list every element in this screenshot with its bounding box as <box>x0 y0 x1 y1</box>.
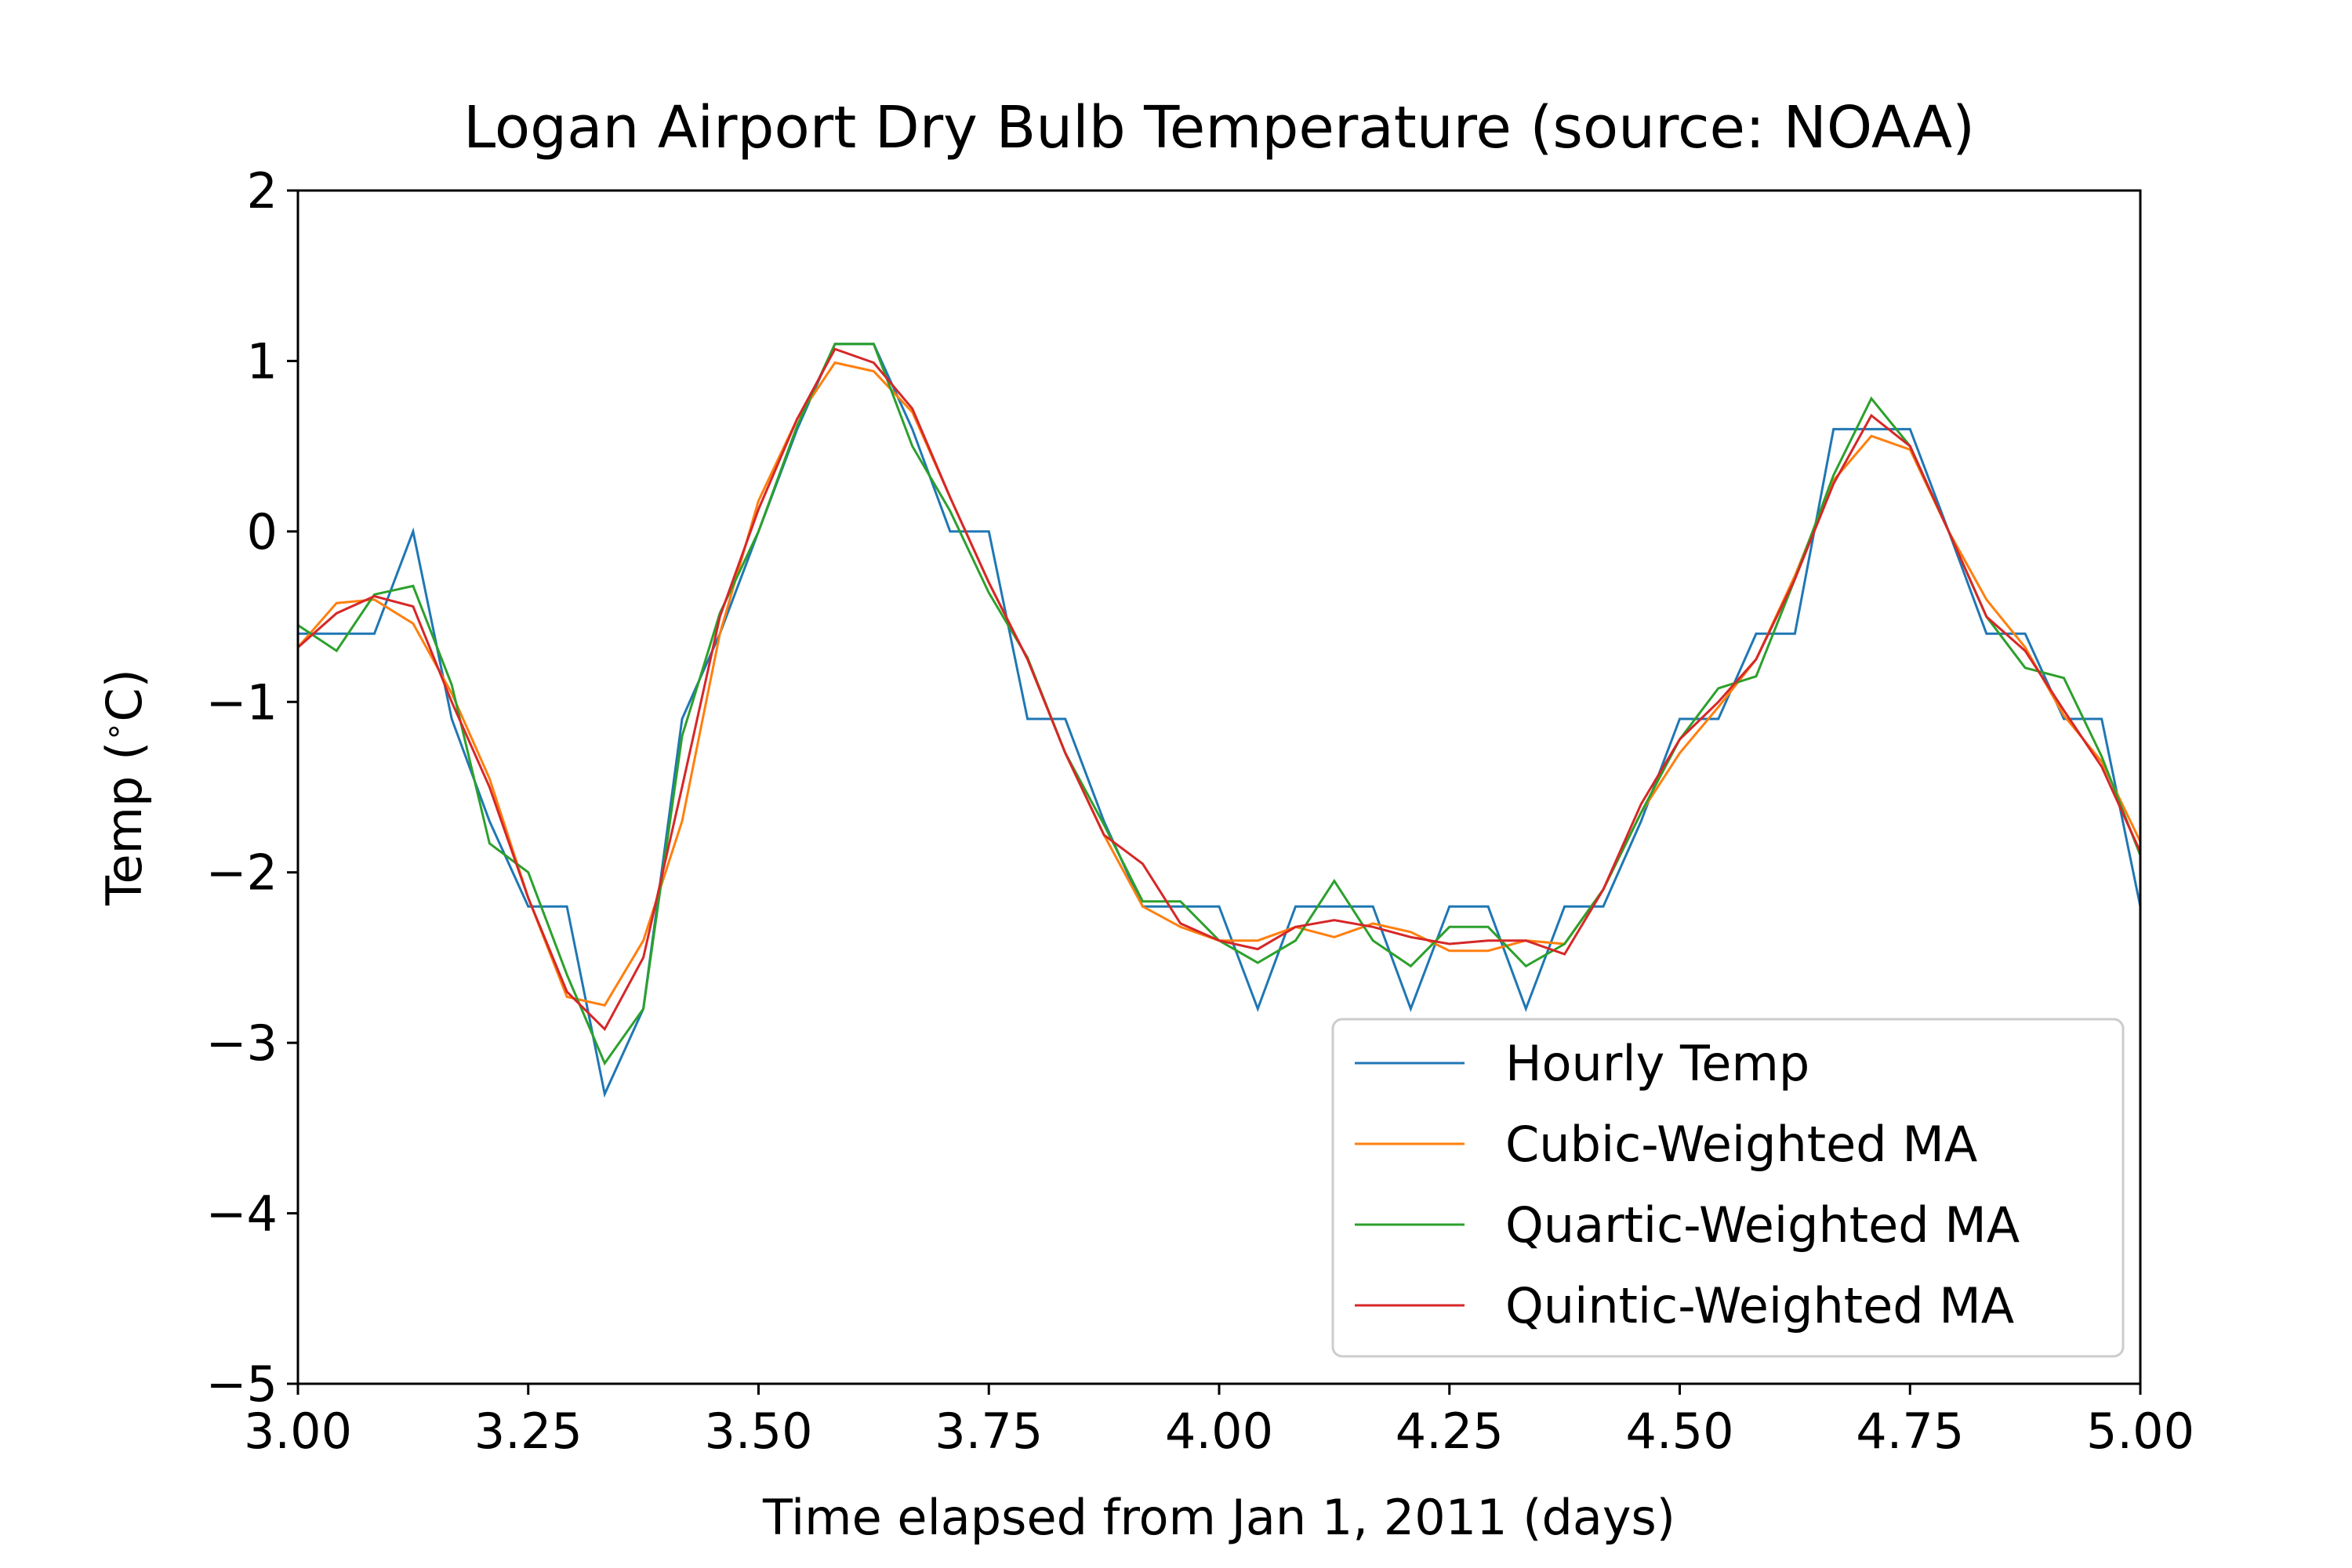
y-tick-label: −5 <box>206 1356 278 1413</box>
y-axis-label: Temp (∘C) <box>96 669 153 906</box>
x-tick-label: 3.75 <box>935 1403 1043 1460</box>
y-tick-label: 2 <box>247 162 278 220</box>
chart-title: Logan Airport Dry Bulb Temperature (sour… <box>463 94 1975 162</box>
x-tick-label: 3.50 <box>704 1403 812 1460</box>
x-tick-label: 3.00 <box>244 1403 352 1460</box>
y-tick-label: −4 <box>206 1185 278 1243</box>
x-tick-label: 4.75 <box>1856 1403 1964 1460</box>
legend: Hourly Temp Cubic-Weighted MA Quartic-Weig… <box>1331 1018 2125 1358</box>
x-tick-label: 4.00 <box>1165 1403 1273 1460</box>
x-axis-label: Time elapsed from Jan 1, 2011 (days) <box>762 1489 1675 1546</box>
series-layer <box>296 343 2142 1098</box>
series-line-4 <box>297 347 2142 1032</box>
y-axis-label-prefix: Temp ( <box>96 742 153 906</box>
y-axis-ticks: −5 −4 −3 −2 −1 0 1 2 <box>206 162 298 1413</box>
legend-label-1: Hourly Temp <box>1505 1035 1809 1092</box>
y-axis-label-suffix: C) <box>96 669 153 721</box>
legend-label-3: Quartic-Weighted MA <box>1505 1196 2020 1254</box>
legend-label-4: Quintic-Weighted MA <box>1505 1277 2014 1334</box>
x-tick-label: 4.25 <box>1396 1403 1504 1460</box>
y-axis-label-degree: ∘ <box>96 722 132 742</box>
legend-label-2: Cubic-Weighted MA <box>1505 1116 1977 1173</box>
series-line-1 <box>298 343 2142 1098</box>
y-tick-label: 1 <box>247 332 278 390</box>
y-tick-label: −3 <box>206 1014 278 1072</box>
y-tick-label: −2 <box>206 844 278 902</box>
x-axis-ticks: 3.00 3.25 3.50 3.75 4.00 4.25 4.50 4.75 5.00 <box>244 1384 2194 1460</box>
x-tick-label: 3.25 <box>474 1403 583 1460</box>
y-tick-label: 0 <box>247 503 278 561</box>
x-tick-label: 4.50 <box>1625 1403 1733 1460</box>
legend-box <box>1331 1018 2125 1358</box>
y-tick-label: −1 <box>206 673 278 731</box>
x-tick-label: 5.00 <box>2086 1403 2194 1460</box>
